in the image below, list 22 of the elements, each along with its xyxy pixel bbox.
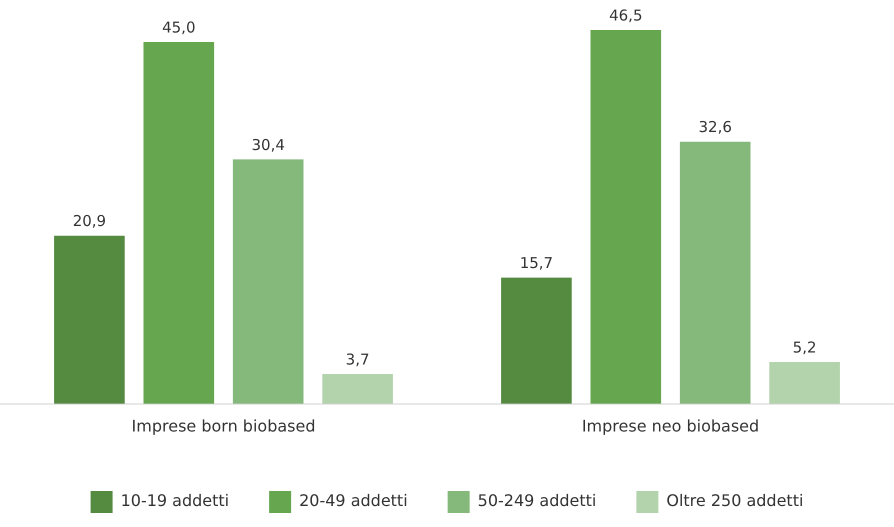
data-label: 15,7 [520,254,554,272]
data-label: 3,7 [346,350,370,368]
legend-label: Oltre 250 addetti [666,491,804,510]
bar [143,42,214,404]
legend-label: 50-249 addetti [478,491,596,510]
data-label: 5,2 [792,338,817,356]
bar [769,362,840,404]
data-label: 46,5 [609,6,643,24]
data-label: 30,4 [251,136,285,154]
x-tick-label: Imprese born biobased [132,416,316,436]
x-tick-label: Imprese neo biobased [582,416,760,436]
data-label: 20,9 [72,212,106,230]
bar [232,159,304,404]
bar [680,142,751,404]
data-label: 45,0 [162,18,196,36]
bar [501,278,572,404]
data-label: 32,6 [698,118,732,136]
legend-label: 10-19 addetti [120,491,230,510]
legend-label: 20-49 addetti [299,491,408,510]
bar [54,236,125,404]
bar [590,30,662,404]
bar [322,374,393,404]
